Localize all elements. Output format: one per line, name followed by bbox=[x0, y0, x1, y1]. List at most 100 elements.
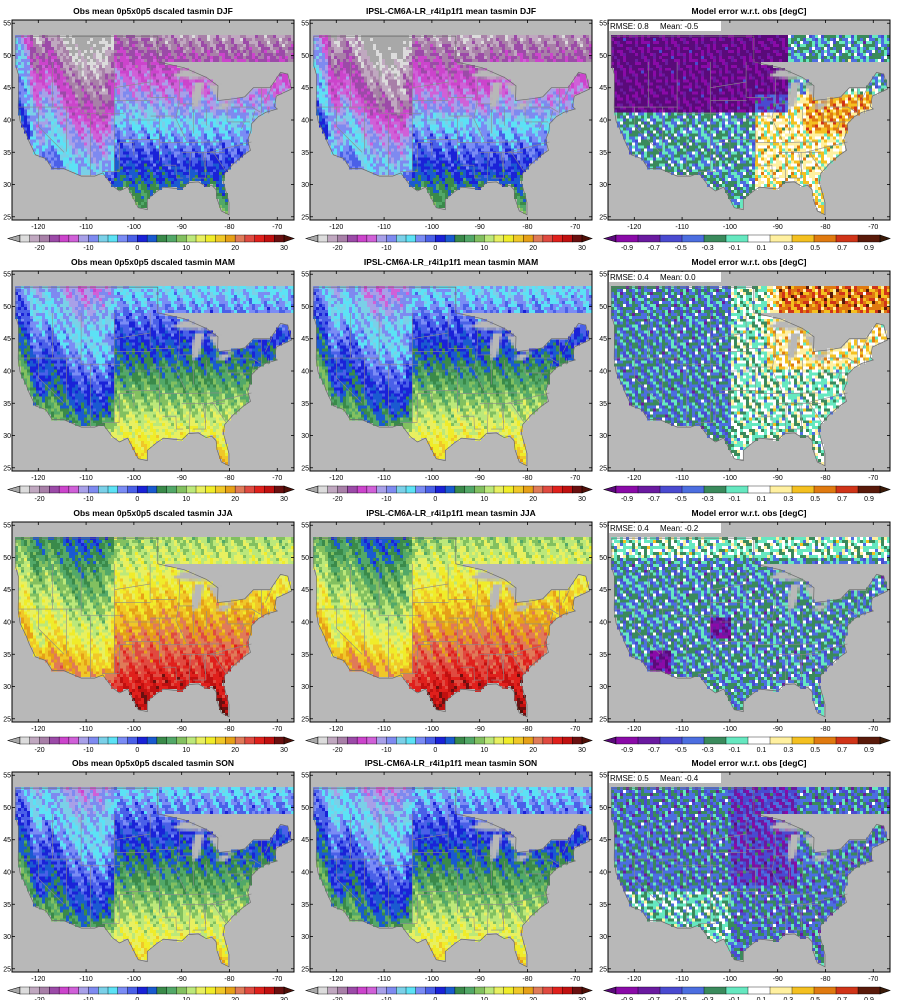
colorbar-swatch bbox=[513, 736, 524, 745]
state-border-line bbox=[780, 141, 818, 143]
colorbar-under-arrow bbox=[6, 234, 21, 243]
colorbar-tick-label: -20 bbox=[34, 747, 44, 754]
state-border-line bbox=[400, 894, 418, 924]
colorbar-swatch bbox=[166, 234, 177, 243]
state-borders bbox=[316, 312, 571, 433]
lon-tick-label: -120 bbox=[627, 976, 641, 983]
lat-tick-label: 50 bbox=[599, 805, 607, 812]
state-border-line bbox=[861, 838, 869, 853]
title-season: DJF bbox=[520, 6, 536, 16]
colorbar-under-arrow bbox=[602, 736, 617, 745]
lat-tick-label: 30 bbox=[599, 684, 607, 691]
colorbar-swatch bbox=[166, 986, 177, 995]
state-border-line bbox=[202, 904, 206, 924]
colorbar-under-arrow bbox=[602, 986, 617, 995]
state-border-line bbox=[634, 609, 661, 655]
state-border-line bbox=[634, 859, 661, 905]
state-border-line bbox=[808, 152, 822, 172]
state-border-line bbox=[506, 893, 550, 905]
panel-title: Obs mean 0p5x0p5 dscaled tasmin SON bbox=[72, 758, 234, 768]
state-border-line bbox=[119, 142, 135, 156]
colorbar-swatch bbox=[166, 485, 177, 494]
colorbar-tick-label: 30 bbox=[578, 496, 586, 503]
state-border-line bbox=[837, 873, 841, 882]
panel-title: Model error w.r.t. obs [degC] bbox=[692, 6, 807, 16]
colorbar-swatch bbox=[464, 736, 475, 745]
state-border-line bbox=[400, 393, 418, 423]
colorbar-under-arrow bbox=[304, 485, 319, 494]
state-border-line bbox=[808, 654, 822, 674]
state-border-line bbox=[400, 142, 418, 172]
state-border-line bbox=[861, 588, 869, 603]
colorbar-swatch bbox=[366, 485, 378, 494]
colorbar-error-son: -0.9 -0.7 -0.5 -0.3 -0.1 0.1 0.3 0.5 0.7 0.9 bbox=[602, 986, 891, 1000]
title-prefix: IPSL-CM6A-LR_r4i1p1f1 mean tasmin bbox=[366, 6, 518, 16]
colorbar-swatch bbox=[542, 736, 554, 745]
lat-tick-label: 55 bbox=[301, 21, 309, 28]
colorbar-swatch bbox=[244, 986, 256, 995]
colorbar-swatch bbox=[454, 736, 466, 745]
colorbar-swatch bbox=[19, 736, 31, 745]
colorbar-tick-label: 0.5 bbox=[810, 496, 820, 503]
colorbar-swatch bbox=[195, 234, 207, 243]
colorbar-swatch bbox=[337, 485, 348, 494]
state-border-line bbox=[212, 403, 226, 423]
colorbar-tick-label: 10 bbox=[182, 747, 190, 754]
colorbar-tick-label: -0.1 bbox=[729, 997, 741, 1000]
colorbar-swatch bbox=[532, 485, 544, 494]
colorbar-swatch bbox=[244, 234, 256, 243]
lon-tick-label: -70 bbox=[272, 475, 282, 482]
rmse-label: RMSE: 0.5 bbox=[610, 774, 649, 783]
colorbar-tick-label: -10 bbox=[381, 997, 391, 1000]
colorbar-swatch bbox=[464, 234, 475, 243]
colorbar-swatch bbox=[503, 234, 514, 243]
title-season: JJA bbox=[520, 508, 536, 518]
colorbar-swatch bbox=[444, 736, 456, 745]
colorbar-swatch bbox=[254, 485, 265, 494]
colorbar-swatch bbox=[29, 986, 40, 995]
state-border-line bbox=[482, 392, 520, 394]
lat-tick-label: 40 bbox=[3, 369, 11, 376]
state-border-line bbox=[710, 332, 747, 339]
colorbar-swatch bbox=[415, 736, 426, 745]
colorbar-swatch bbox=[513, 986, 524, 995]
state-borders bbox=[18, 312, 273, 433]
colorbar-swatch bbox=[205, 485, 216, 494]
lat-tick-label: 45 bbox=[599, 587, 607, 594]
colorbar-over-arrow bbox=[879, 234, 891, 243]
colorbar-swatch bbox=[376, 736, 387, 745]
colorbar-swatch bbox=[234, 234, 246, 243]
lat-tick-label: 35 bbox=[301, 652, 309, 659]
colorbar-swatch bbox=[39, 485, 50, 494]
lon-tick-label: -120 bbox=[329, 475, 343, 482]
colorbar-model-son: -20 -10 0 10 20 30 bbox=[304, 986, 593, 1000]
colorbar-swatch bbox=[464, 986, 475, 995]
state-border-line bbox=[804, 392, 848, 404]
colorbar-swatch bbox=[225, 986, 236, 995]
state-border-line bbox=[38, 859, 65, 905]
panel-title: IPSL-CM6A-LR_r4i1p1f1 mean tasmin JJA bbox=[366, 508, 536, 518]
colorbar-tick-label: 10 bbox=[480, 997, 488, 1000]
state-border-line bbox=[114, 81, 151, 88]
colorbar-swatch bbox=[337, 736, 348, 745]
state-border-line bbox=[252, 612, 256, 623]
colorbar-over-arrow bbox=[283, 234, 295, 243]
colorbar-swatch bbox=[337, 986, 348, 995]
map-panel-error-jja: -120 -110 -100 -90 -80 -70 25 30 35 40 45 50 55 Model… bbox=[599, 508, 891, 733]
lon-tick-label: -70 bbox=[868, 726, 878, 733]
colorbar-swatch bbox=[503, 485, 514, 494]
colorbar-swatch bbox=[493, 986, 505, 995]
colorbar-tick-label: -0.5 bbox=[675, 245, 687, 252]
panel-title: Obs mean 0p5x0p5 dscaled tasmin JJA bbox=[73, 508, 232, 518]
colorbar-swatch bbox=[347, 485, 358, 494]
state-border-line bbox=[563, 337, 571, 352]
state-border-line bbox=[193, 403, 206, 430]
colorbar-swatch bbox=[523, 234, 534, 243]
colorbar-tick-label: 20 bbox=[231, 997, 239, 1000]
state-border-line bbox=[175, 354, 187, 392]
state-border-line bbox=[563, 588, 571, 603]
axis-ticks: -120 -110 -100 -90 -80 -70 25 30 35 40 45 50 55 bbox=[3, 772, 294, 983]
lon-tick-label: -100 bbox=[127, 224, 141, 231]
state-border-line bbox=[193, 654, 206, 681]
state-border-line bbox=[208, 643, 252, 655]
